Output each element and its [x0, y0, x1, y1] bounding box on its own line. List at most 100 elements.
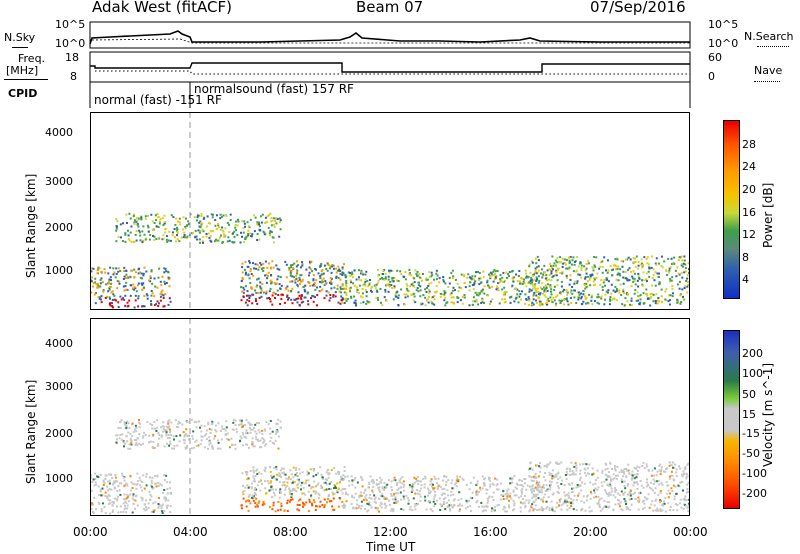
echo-cell [415, 477, 418, 480]
echo-cell [559, 272, 562, 274]
echo-cell [168, 437, 171, 439]
echo-cell [278, 283, 281, 286]
echo-cell [256, 239, 259, 241]
echo-cell [410, 274, 413, 277]
echo-cell [619, 268, 622, 271]
echo-cell [282, 467, 285, 470]
echo-cell [641, 284, 644, 287]
echo-cell [458, 503, 461, 506]
echo-cell [617, 279, 620, 282]
echo-cell [358, 496, 361, 499]
echo-cell [550, 272, 553, 275]
echo-cell [272, 241, 275, 244]
echo-cell [465, 499, 468, 502]
echo-cell [249, 282, 252, 284]
echo-cell [611, 478, 614, 481]
echo-cell [330, 283, 333, 285]
echo-cell [549, 488, 552, 491]
echo-cell [579, 484, 581, 487]
echo-cell [425, 508, 428, 511]
echo-cell [317, 272, 320, 275]
echo-cell [488, 476, 490, 479]
echo-cell [162, 294, 165, 297]
echo-cell [585, 302, 587, 305]
echo-cell [420, 480, 422, 483]
echo-cell [559, 302, 562, 304]
echo-cell [157, 503, 160, 505]
echo-cell [646, 262, 649, 265]
echo-cell [539, 293, 541, 296]
echo-cell [614, 503, 617, 506]
echo-cell [214, 219, 217, 221]
echo-cell [653, 467, 656, 470]
echo-cell [135, 230, 138, 233]
echo-cell [621, 471, 623, 473]
echo-cell [466, 501, 469, 504]
echo-cell [277, 430, 280, 433]
echo-cell [399, 491, 402, 494]
echo-cell [339, 278, 342, 281]
echo-cell [512, 489, 515, 492]
echo-cell [329, 277, 332, 279]
echo-cell [684, 270, 687, 273]
echo-cell [400, 508, 403, 510]
echo-cell [488, 478, 490, 481]
echo-cell [335, 276, 338, 279]
echo-cell [205, 233, 208, 235]
echo-cell [658, 300, 661, 303]
echo-cell [565, 267, 568, 270]
echo-cell [424, 475, 426, 478]
echo-cell [361, 296, 364, 299]
echo-cell [134, 299, 137, 302]
echo-cell [186, 444, 188, 447]
echo-cell [466, 506, 469, 508]
echo-cell [525, 488, 528, 491]
echo-cell [241, 220, 244, 223]
echo-cell [103, 506, 106, 509]
echo-cell [397, 487, 400, 490]
echo-cell [127, 229, 129, 232]
echo-cell [268, 232, 271, 235]
echo-cell [555, 475, 558, 478]
echo-cell [645, 294, 648, 297]
echo-cell [428, 271, 431, 274]
echo-cell [620, 478, 623, 481]
echo-cell [370, 497, 373, 500]
echo-cell [377, 497, 380, 500]
echo-cell [429, 508, 432, 511]
echo-cell [656, 299, 659, 302]
echo-cell [417, 284, 420, 287]
echo-cell [280, 284, 283, 287]
echo-cell [107, 290, 110, 293]
echo-cell [150, 303, 153, 306]
echo-cell [534, 288, 537, 290]
echo-cell [124, 233, 127, 236]
echo-cell [565, 274, 568, 277]
echo-cell [568, 261, 571, 264]
echo-cell [416, 287, 419, 290]
echo-cell [283, 301, 286, 304]
echo-cell [321, 504, 324, 506]
echo-cell [570, 291, 573, 294]
echo-cell [294, 468, 297, 471]
echo-cell [625, 277, 627, 280]
echo-cell [167, 434, 170, 436]
echo-cell [302, 504, 305, 507]
echo-cell [531, 274, 534, 277]
echo-cell [360, 500, 363, 503]
echo-cell [125, 213, 128, 216]
echo-cell [478, 283, 481, 286]
echo-cell [153, 277, 156, 280]
echo-cell [502, 293, 505, 296]
echo-cell [550, 288, 553, 291]
echo-cell [519, 510, 522, 513]
echo-cell [115, 227, 118, 230]
echo-cell [544, 295, 547, 298]
echo-cell [114, 474, 117, 476]
echo-cell [459, 299, 462, 302]
echo-cell [175, 240, 177, 243]
echo-cell [574, 289, 576, 292]
echo-cell [539, 292, 542, 295]
echo-cell [429, 480, 432, 483]
echo-cell [577, 291, 580, 294]
